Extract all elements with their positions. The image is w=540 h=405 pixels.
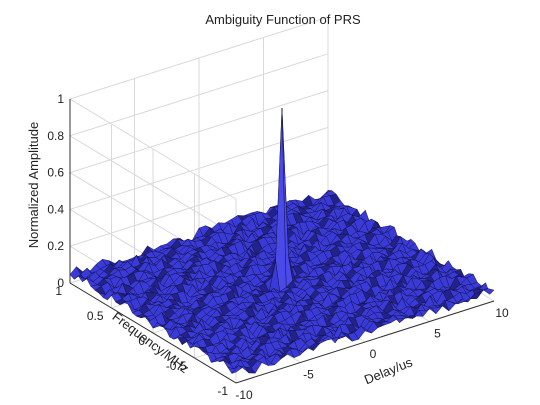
z-axis-label: Normalized Amplitude (26, 122, 41, 248)
z-tick-label: 0.4 (47, 202, 64, 216)
x-tick-label: 0 (370, 347, 377, 361)
y-tick-label: -0.5 (166, 359, 187, 373)
z-tick-label: 0.2 (47, 239, 64, 253)
x-tick-label: 10 (495, 306, 509, 320)
axis-layer (69, 99, 495, 384)
z-tick-label: 0.8 (47, 129, 64, 143)
y-tick-label: 0.5 (87, 309, 104, 323)
y-tick-label: 1 (55, 284, 62, 298)
surface-patch (231, 365, 243, 374)
z-tick-label: 1 (57, 92, 64, 106)
surface-layer (69, 107, 495, 374)
x-tick-label: 5 (434, 327, 441, 341)
z-tick-label: 0.6 (47, 166, 64, 180)
chart-title: Ambiguity Function of PRS (205, 12, 361, 27)
x-tick-label: -10 (235, 388, 253, 402)
y-axis-line (69, 282, 237, 384)
x-tick-label: -5 (303, 368, 314, 382)
x-axis-line (235, 300, 495, 384)
y-tick-label: -1 (217, 384, 228, 398)
z-tick-label: 0 (57, 276, 64, 290)
y-tick-label: 0 (138, 334, 145, 348)
